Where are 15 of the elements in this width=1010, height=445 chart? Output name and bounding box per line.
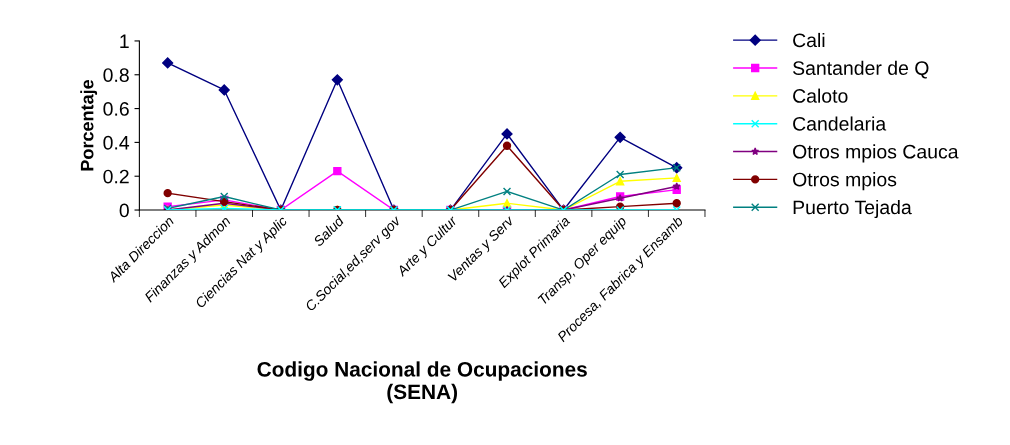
y-tick-label: 0.4 — [103, 135, 130, 150]
legend-label: Cali — [793, 32, 825, 48]
y-tick-label: 0 — [119, 203, 129, 218]
y-tick-label: 0.2 — [103, 169, 129, 184]
y-tick-label: 1 — [120, 34, 129, 48]
legend-label: Candelaria — [793, 116, 887, 131]
x-axis-title: Codigo Nacional de Ocupaciones (SENA) — [257, 361, 587, 404]
legend-label: Otros mpios Cauca — [793, 144, 959, 163]
legend-label: Otros mpios — [793, 172, 897, 191]
y-tick-label: 0.8 — [103, 68, 129, 82]
y-axis-title: Porcentaje — [80, 79, 98, 171]
legend-label: Caloto — [793, 88, 848, 103]
y-tick-label: 0.6 — [103, 102, 129, 116]
legend-label: Santander de Q — [793, 60, 929, 79]
legend-label: Puerto Tejada — [793, 199, 912, 219]
